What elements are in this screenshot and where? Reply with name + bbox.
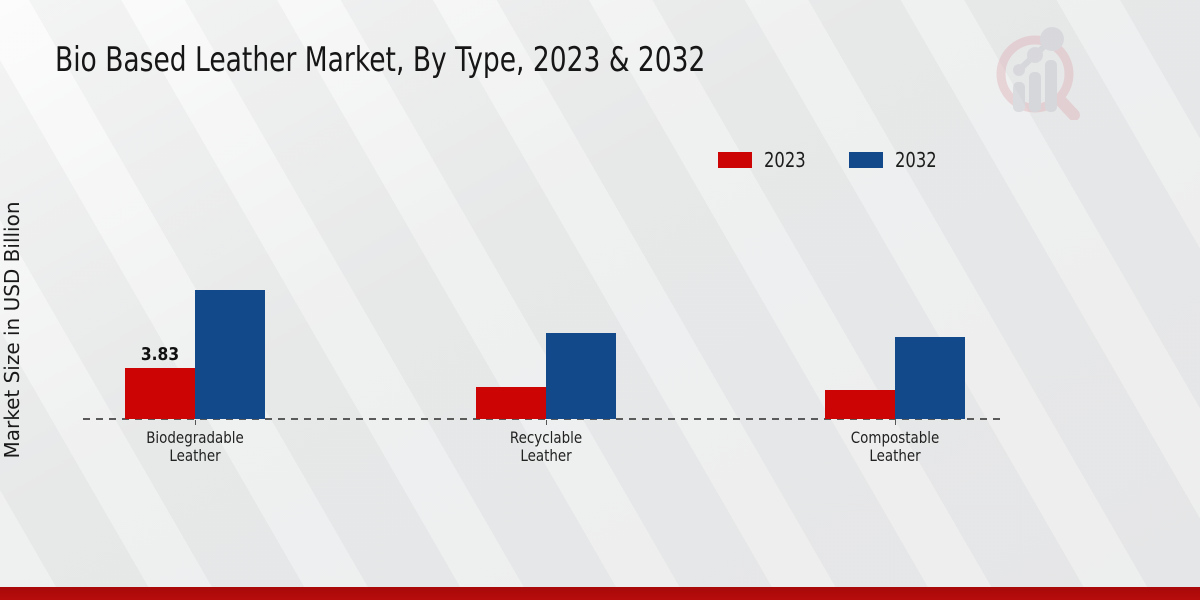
bar-2023-compostable-leather: [825, 390, 895, 419]
chart-title: Bio Based Leather Market, By Type, 2023 …: [55, 40, 706, 80]
legend-swatch-2032: [848, 152, 883, 168]
plot-area: Biodegradable Leather Recyclable Leather C…: [83, 150, 1006, 465]
bar-value-label: 3.83: [140, 344, 180, 365]
legend-label-2023: 2023: [764, 148, 806, 172]
legend-item-2023: 2023: [718, 148, 815, 172]
legend-item-2032: 2032: [848, 148, 946, 172]
bar-2023-biodegradable-leather: [125, 368, 195, 419]
bar-2032-compostable-leather: [895, 337, 965, 419]
category-label: Recyclable Leather: [509, 428, 583, 465]
x-axis-baseline: [83, 418, 1006, 420]
magnifier-chart-logo-icon: [996, 27, 1080, 120]
bar-2023-recyclable-leather: [476, 387, 546, 419]
x-axis-tick: [195, 420, 196, 425]
x-axis-tick: [546, 420, 547, 425]
bar-2032-recyclable-leather: [546, 333, 616, 419]
bar-2032-biodegradable-leather: [195, 290, 265, 419]
legend-label-2032: 2032: [894, 148, 937, 172]
category-label: Biodegradable Leather: [146, 428, 244, 465]
y-axis-label: Market Size in USD Billion: [0, 201, 24, 459]
footer-accent-bar: [0, 587, 1200, 600]
category-label: Compostable Leather: [850, 428, 940, 465]
legend: 2023 2032: [718, 148, 946, 172]
x-axis-tick: [895, 420, 896, 425]
legend-swatch-2023: [718, 152, 752, 168]
